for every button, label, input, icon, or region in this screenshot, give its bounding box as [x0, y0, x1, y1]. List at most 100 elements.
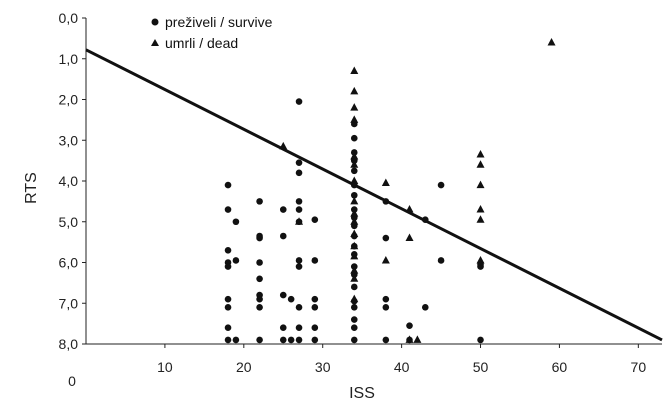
point-dead — [350, 196, 359, 205]
point-dead — [381, 178, 390, 187]
point-survive — [350, 336, 358, 344]
y-tick-label: 6,0 — [59, 255, 79, 271]
point-survive — [295, 324, 303, 332]
point-survive — [256, 259, 263, 266]
point-dead — [350, 115, 359, 123]
point-survive — [311, 304, 319, 311]
point-dead — [350, 176, 359, 184]
point-dead — [295, 217, 304, 225]
point-survive — [477, 336, 484, 344]
point-dead — [405, 233, 414, 242]
point-survive — [382, 295, 390, 303]
point-survive — [256, 295, 263, 303]
point-survive — [256, 198, 263, 205]
point-survive — [232, 336, 240, 344]
point-survive — [295, 263, 303, 270]
point-dead — [350, 209, 359, 217]
y-tick-label: 1,0 — [59, 51, 79, 67]
point-dead — [476, 180, 485, 189]
point-survive — [311, 257, 319, 264]
point-survive — [224, 246, 232, 254]
data-points — [224, 37, 556, 344]
point-survive — [437, 257, 445, 264]
point-dead — [350, 266, 359, 274]
y-tick-label: 7,0 — [59, 295, 79, 311]
x-tick-label: 60 — [552, 359, 568, 375]
point-dead — [350, 251, 359, 260]
point-survive — [350, 324, 358, 332]
point-survive — [311, 336, 319, 344]
point-survive — [256, 336, 263, 344]
point-dead — [476, 150, 485, 158]
point-dead — [476, 205, 485, 213]
point-survive — [279, 324, 287, 332]
point-survive — [382, 304, 390, 311]
point-survive — [421, 216, 429, 224]
point-survive — [382, 336, 390, 344]
tick-labels: 0,0 1,0 2,0 3,0 4,0 5,0 6,0 7,0 8,0 0 10 20 30 40 50 60… — [59, 10, 647, 389]
point-survive — [382, 198, 390, 205]
point-dead — [405, 205, 414, 213]
legend-marker-survive — [151, 18, 159, 26]
point-dead — [350, 86, 359, 95]
point-survive — [279, 232, 287, 240]
point-survive — [350, 134, 358, 142]
point-dead — [350, 66, 359, 74]
x-tick-label: 10 — [157, 359, 173, 375]
point-dead — [547, 37, 556, 46]
point-survive — [256, 275, 263, 283]
point-dead — [350, 217, 359, 225]
point-dead — [279, 141, 288, 150]
y-tick-label: 5,0 — [59, 214, 79, 230]
point-dead — [350, 274, 359, 282]
point-survive — [350, 191, 358, 199]
legend-marker-dead — [151, 39, 159, 46]
point-survive — [295, 169, 303, 177]
point-survive — [232, 218, 240, 226]
point-dead — [413, 335, 422, 343]
point-survive — [350, 304, 358, 311]
point-survive — [287, 295, 295, 303]
point-dead — [405, 335, 414, 343]
point-survive — [406, 322, 413, 329]
x-tick-label: 70 — [631, 359, 647, 375]
x-tick-label: 40 — [394, 359, 410, 375]
point-dead — [350, 229, 359, 237]
point-survive — [350, 283, 358, 291]
point-survive — [295, 304, 303, 311]
point-survive — [232, 257, 240, 264]
legend-label-dead: umrli / dead — [165, 35, 238, 51]
point-survive — [279, 336, 287, 344]
y-tick-label: 4,0 — [59, 173, 79, 189]
point-dead — [350, 103, 359, 111]
point-survive — [295, 336, 303, 344]
point-survive — [350, 167, 358, 175]
point-dead — [476, 255, 485, 264]
point-survive — [295, 206, 303, 213]
axes — [82, 17, 662, 348]
point-survive — [295, 159, 303, 166]
trend-line — [85, 48, 663, 342]
point-survive — [311, 216, 319, 224]
legend: preživeli / survive umrli / dead — [151, 14, 273, 51]
point-survive — [295, 198, 303, 205]
trend-line-group — [85, 48, 663, 342]
point-survive — [224, 336, 232, 344]
point-survive — [256, 304, 263, 311]
y-tick-label: 8,0 — [59, 336, 79, 352]
point-survive — [224, 324, 232, 332]
point-survive — [224, 181, 232, 189]
x-tick-label: 50 — [473, 359, 489, 375]
point-survive — [224, 295, 232, 303]
x-axis-title: ISS — [349, 385, 375, 402]
point-dead — [476, 215, 485, 223]
point-survive — [295, 98, 303, 105]
point-survive — [256, 234, 263, 242]
y-tick-label: 3,0 — [59, 132, 79, 148]
y-tick-label: 0,0 — [59, 10, 79, 26]
x-tick-label: 0 — [68, 373, 76, 389]
point-dead — [350, 241, 359, 250]
point-survive — [224, 263, 232, 270]
y-tick-label: 2,0 — [59, 92, 79, 108]
